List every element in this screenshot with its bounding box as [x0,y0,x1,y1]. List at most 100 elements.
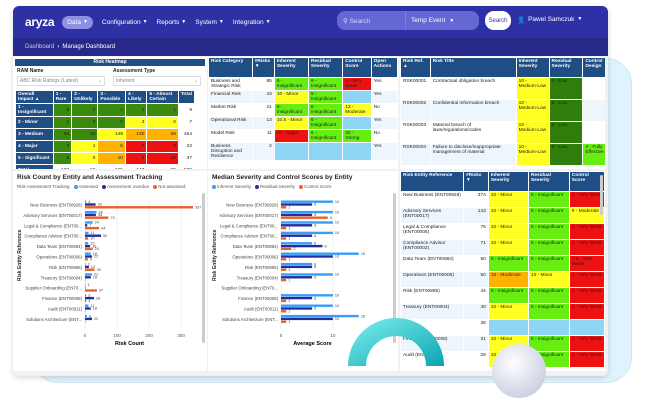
bar-assessment-overdue[interactable] [85,307,91,310]
breadcrumb-dashboard[interactable]: Dashboard [25,44,55,50]
legend-item[interactable]: Not assessed [153,184,185,189]
column-header[interactable]: 4 - Likely [124,90,148,104]
bar-assessment-overdue[interactable] [85,276,91,279]
bar-assessment-overdue[interactable] [85,213,96,217]
column-header[interactable]: Control Design [582,57,605,78]
legend-item[interactable]: Assessed [73,184,98,189]
bar-assessed[interactable] [85,231,89,235]
heatmap-cell[interactable]: 3 [71,116,99,129]
bar-assessed[interactable] [85,262,86,266]
table-row[interactable]: New Business (ENT00928) 374 10 - Minor 6 - … [400,191,605,208]
table-row[interactable]: Operational Risk 13 10.5 - Minor 6 - Insign… [208,116,398,130]
heatmap-cell[interactable]: 53 [71,128,99,141]
bar-not-assessed[interactable] [85,299,87,303]
column-header[interactable]: Residual Severity [527,171,570,192]
user-menu[interactable]: 👤 Pawel Samczuk ▼ [517,16,582,24]
heatmap-cell[interactable]: 5 [52,152,73,165]
table-row[interactable]: Operations (ENT00006) 50 15 - Moderate 10 -… [400,271,605,288]
bar-assessment-overdue[interactable] [85,255,93,258]
column-header[interactable]: Control Score [568,171,605,192]
nav-data[interactable]: Data ▼ [62,15,93,29]
bar-control-score[interactable] [281,226,287,230]
bar-assessment-overdue[interactable] [85,203,96,206]
table-row[interactable]: Risk (ENT00885) 44 6 - Insignificant 6 - In… [400,287,605,304]
column-header[interactable]: Total [177,90,196,104]
bar-not-assessed[interactable] [85,247,93,251]
bar-not-assessed[interactable] [85,278,86,282]
column-header[interactable]: Inherent Severity [515,57,550,78]
bar-inherent-severity[interactable] [281,231,333,235]
heatmap-cell[interactable]: 1 [52,116,73,129]
bar-control-score[interactable] [281,247,292,251]
column-header[interactable]: Risk Title [429,57,517,78]
bar-residual-severity[interactable] [281,265,313,269]
heatmap-cell[interactable]: 0 [71,103,99,117]
heatmap-cell[interactable]: 149 [97,128,126,141]
bar-not-assessed[interactable] [85,258,88,261]
table-row[interactable]: Finance (ENT00008) 31 10 - Minor 6 - Insign… [400,335,605,352]
legend-item[interactable]: Inherent Severity [212,184,251,189]
legend-item[interactable]: Assessment overdue [102,184,149,189]
table-row[interactable]: Financial Risk 43 10 - Minor 6 - Insignific… [208,90,398,104]
scrollbar[interactable] [202,193,205,343]
column-header[interactable]: 3 - Possible [97,90,126,104]
bar-assessed[interactable] [85,283,86,287]
heatmap-cell[interactable]: 1 [124,103,148,117]
bar-residual-severity[interactable] [281,244,323,248]
bar-residual-severity[interactable] [281,255,333,258]
table-row[interactable]: RSK00002 Confidential Information breach 1… [400,99,605,122]
scrollbar[interactable] [600,175,603,215]
bar-residual-severity[interactable] [281,307,313,310]
heatmap-cell[interactable]: 1 [71,140,99,153]
bar-assessed[interactable] [85,242,89,245]
bar-inherent-severity[interactable] [281,252,359,255]
heatmap-cell[interactable]: 10 [97,152,126,165]
heatmap-cell[interactable]: 6 [146,140,179,153]
bar-assessment-overdue[interactable] [85,265,89,269]
heatmap-cell[interactable]: 0 [146,116,179,129]
bar-not-assessed[interactable] [85,268,95,271]
bar-residual-severity[interactable] [281,213,313,217]
bar-inherent-severity[interactable] [281,304,333,307]
table-row[interactable]: Model Risk 11 20 - Major 6 - Insignificant 2… [208,129,398,143]
nav-reports[interactable]: Reports ▼ [157,19,187,26]
column-header[interactable]: Residual Severity [307,57,344,78]
heatmap-cell[interactable]: 0 [97,116,126,129]
bar-control-score[interactable] [281,237,287,240]
bar-inherent-severity[interactable] [281,242,313,245]
bar-assessed[interactable] [85,210,97,214]
table-row[interactable]: Market Risk 21 6 - Insignificant 6 - Insign… [208,103,398,117]
column-header[interactable]: Risk Entity Reference [400,171,464,192]
table-row[interactable]: Treasury (ENT00004) 40 10 - Minor 6 - Insig… [400,303,605,320]
bar-assessment-overdue[interactable] [85,286,86,289]
column-header[interactable]: Residual Severity [548,57,584,78]
column-header[interactable]: 2 - Unlikely [71,90,99,104]
bar-control-score[interactable] [281,206,287,209]
table-row[interactable]: RSK00004 Failure to disclose/inappropriat… [400,143,605,166]
heatmap-cell[interactable]: 1 [97,103,126,117]
bar-residual-severity[interactable] [281,234,313,237]
bar-inherent-severity[interactable] [281,273,333,276]
heatmap-cell[interactable]: 3 [124,116,148,129]
bar-assessed[interactable] [85,304,89,307]
logo[interactable]: aryza [25,15,55,29]
bar-residual-severity[interactable] [281,276,313,279]
bar-control-score[interactable] [281,216,328,219]
bar-assessment-overdue[interactable] [85,224,88,227]
event-select[interactable]: Temp Event ▼ [405,11,454,30]
column-header[interactable]: 5 - Almost Certain [146,90,179,104]
column-header[interactable]: Inherent Severity [487,171,529,192]
table-row[interactable]: RSK00001 Contractual obligation breach 10 … [400,77,605,100]
bar-assessed[interactable] [85,252,91,255]
bar-not-assessed[interactable] [85,216,109,219]
bar-control-score[interactable] [281,258,287,261]
column-header[interactable]: Risk Ref. ▲ [400,57,431,78]
bar-inherent-severity[interactable] [281,262,313,266]
table-row[interactable]: 38 [400,319,605,336]
heatmap-cell[interactable]: 6 [124,152,148,165]
bar-assessed[interactable] [85,294,86,297]
table-row[interactable]: RSK00003 Material breach of laws/regulati… [400,121,605,144]
bar-assessed[interactable] [85,221,93,224]
bar-residual-severity[interactable] [281,203,313,206]
heatmap-cell[interactable]: 3 [52,140,73,153]
